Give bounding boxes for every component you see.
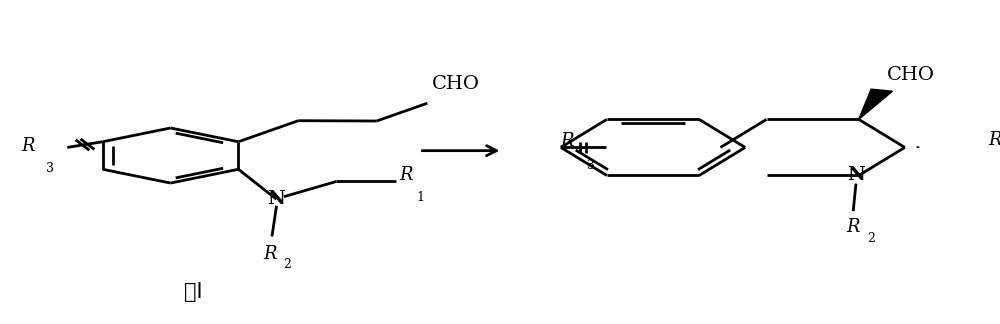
Text: R: R	[988, 131, 1000, 149]
Text: 1: 1	[417, 191, 425, 204]
Polygon shape	[859, 89, 892, 119]
Text: 式I: 式I	[184, 282, 203, 302]
Text: CHO: CHO	[432, 75, 480, 93]
Text: 3: 3	[587, 159, 595, 172]
Text: 2: 2	[284, 258, 292, 271]
Text: N: N	[268, 190, 285, 208]
Text: CHO: CHO	[886, 66, 934, 84]
Text: R: R	[399, 166, 413, 184]
Text: R: R	[846, 218, 860, 236]
Text: R: R	[561, 132, 574, 150]
Text: N: N	[847, 167, 865, 184]
Text: 3: 3	[46, 162, 54, 175]
Text: R: R	[263, 245, 277, 263]
Text: 2: 2	[867, 232, 875, 245]
Text: R: R	[22, 137, 35, 155]
